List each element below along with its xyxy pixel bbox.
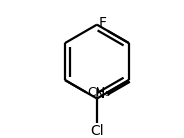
Text: N: N bbox=[95, 87, 105, 101]
Text: CH₃: CH₃ bbox=[87, 86, 110, 99]
Text: Cl: Cl bbox=[90, 124, 104, 138]
Text: F: F bbox=[98, 16, 106, 30]
